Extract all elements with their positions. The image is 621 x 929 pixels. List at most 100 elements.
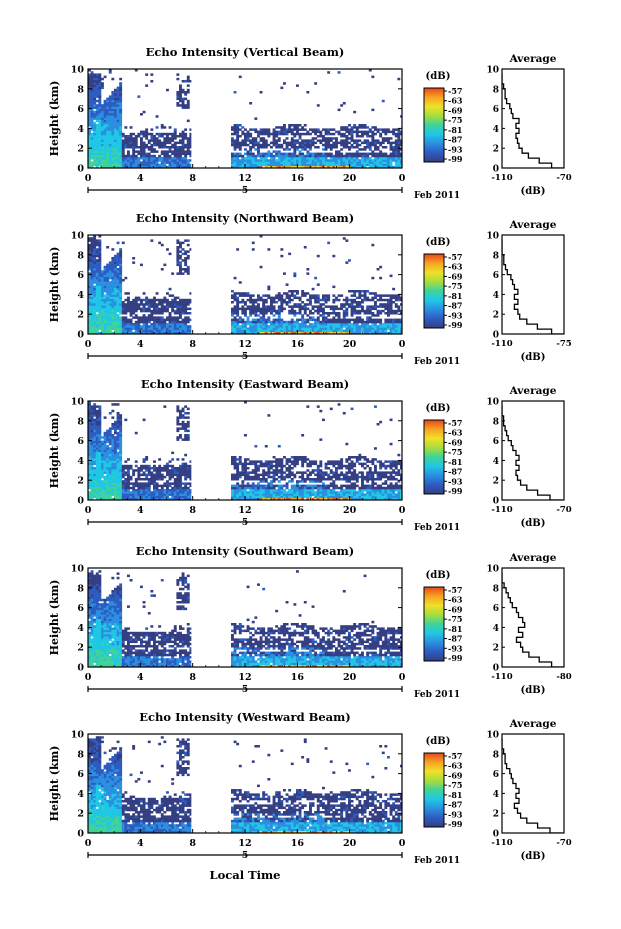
avg-y-tick-label: 0 xyxy=(493,830,499,840)
colorbar-tick-label: -57 xyxy=(448,418,462,428)
colorbar-tick-label: -69 xyxy=(448,770,463,780)
colorbar-tick-label: -75 xyxy=(448,115,462,125)
y-tick-label: 6 xyxy=(77,270,84,281)
y-tick-label: 10 xyxy=(71,564,85,575)
y-axis-label: Height (km) xyxy=(48,580,61,656)
colorbar-tick-label: -75 xyxy=(448,614,462,624)
avg-y-tick-label: 4 xyxy=(493,790,499,800)
x-tick-label: 0 xyxy=(85,173,92,184)
x-tick-label: 0 xyxy=(399,505,406,516)
average-title: Average xyxy=(509,552,557,564)
data-gap xyxy=(191,734,231,833)
avg-y-tick-label: 2 xyxy=(493,311,499,321)
colorbar-tick-label: -99 xyxy=(448,320,463,330)
y-tick-label: 2 xyxy=(77,310,84,321)
y-tick-label: 0 xyxy=(77,829,84,840)
colorbar xyxy=(423,253,445,329)
colorbar-tick-label: -75 xyxy=(448,780,462,790)
colorbar-tick-label: -57 xyxy=(448,585,462,595)
average-xlabel: (dB) xyxy=(521,685,546,696)
data-gap xyxy=(191,401,231,500)
panel-1: Echo Intensity (Vertical Beam) 0 2 4 6 8 10 Hei… xyxy=(48,45,572,201)
colorbar-tick-label: -63 xyxy=(448,96,463,106)
heatmap-area xyxy=(88,401,402,500)
colorbar-tick-label: -63 xyxy=(448,428,463,438)
x-tick-label: 20 xyxy=(343,339,357,350)
y-tick-label: 0 xyxy=(77,496,84,507)
date-label: Feb 2011 xyxy=(414,191,460,201)
avg-x-tick-label: -70 xyxy=(556,173,571,183)
x-tick-label: 0 xyxy=(85,339,92,350)
avg-y-tick-label: 6 xyxy=(493,770,499,780)
x-tick-label: 8 xyxy=(189,672,196,683)
x-tick-label: 20 xyxy=(343,505,357,516)
colorbar-tick-label: -57 xyxy=(448,252,462,262)
x-axis-label: Local Time xyxy=(210,868,281,882)
colorbar xyxy=(423,752,445,828)
avg-y-tick-label: 2 xyxy=(493,145,499,155)
x-tick-label: 20 xyxy=(343,672,357,683)
avg-y-tick-label: 6 xyxy=(493,437,499,447)
colorbar-label: (dB) xyxy=(426,403,451,414)
x-tick-label: 0 xyxy=(399,672,406,683)
x-tick-label: 20 xyxy=(343,173,357,184)
y-tick-label: 6 xyxy=(77,603,84,614)
average-xlabel: (dB) xyxy=(521,352,546,363)
y-tick-label: 10 xyxy=(71,730,85,741)
date-label: Feb 2011 xyxy=(414,357,460,367)
panel-title: Echo Intensity (Southward Beam) xyxy=(136,544,354,558)
avg-y-tick-label: 4 xyxy=(493,624,499,634)
y-tick-label: 4 xyxy=(77,789,84,800)
avg-y-tick-label: 8 xyxy=(493,750,499,760)
y-tick-label: 4 xyxy=(77,456,84,467)
x-tick-label: 12 xyxy=(238,838,251,849)
y-tick-label: 10 xyxy=(71,231,85,242)
colorbar-tick-label: -93 xyxy=(448,144,463,154)
avg-y-tick-label: 4 xyxy=(493,457,499,467)
average-title: Average xyxy=(509,219,557,231)
y-tick-label: 10 xyxy=(71,397,85,408)
colorbar-tick-label: -63 xyxy=(448,262,463,272)
x-tick-label: 16 xyxy=(291,672,305,683)
heatmap-area xyxy=(88,568,402,667)
average-frame xyxy=(501,68,565,169)
avg-y-tick-label: 4 xyxy=(493,291,499,301)
panel-3: Echo Intensity (Eastward Beam) 0 2 4 6 8 10 Hei… xyxy=(48,377,572,533)
colorbar-label: (dB) xyxy=(426,570,451,581)
colorbar-tick-label: -93 xyxy=(448,643,463,653)
panel-4: Echo Intensity (Southward Beam) 0 2 4 6 8 10 He… xyxy=(48,544,572,700)
avg-x-tick-label: -80 xyxy=(556,672,571,682)
date-day: 5 xyxy=(242,518,248,528)
average-frame xyxy=(501,567,565,668)
colorbar-tick-label: -75 xyxy=(448,447,462,457)
colorbar-tick-label: -57 xyxy=(448,751,462,761)
panel-title: Echo Intensity (Eastward Beam) xyxy=(141,377,349,391)
avg-x-tick-label: -70 xyxy=(556,838,571,848)
heatmap-area xyxy=(88,235,402,334)
x-tick-label: 12 xyxy=(238,505,251,516)
average-profile-line xyxy=(502,73,564,168)
heatmap-area xyxy=(88,734,402,833)
x-tick-label: 0 xyxy=(85,672,92,683)
average-frame xyxy=(501,234,565,335)
colorbar xyxy=(423,586,445,662)
average-frame xyxy=(501,733,565,834)
x-tick-label: 0 xyxy=(85,505,92,516)
y-tick-label: 8 xyxy=(77,84,84,95)
average-profile-line xyxy=(502,572,564,667)
data-gap xyxy=(191,69,231,168)
y-tick-label: 8 xyxy=(77,250,84,261)
heatmap-area xyxy=(88,69,402,168)
colorbar-tick-label: -69 xyxy=(448,271,463,281)
avg-y-tick-label: 4 xyxy=(493,125,499,135)
avg-y-tick-label: 8 xyxy=(493,85,499,95)
avg-x-tick-label: -75 xyxy=(556,339,571,349)
x-tick-label: 12 xyxy=(238,173,251,184)
average-profile-line xyxy=(502,405,563,500)
date-day: 5 xyxy=(242,685,248,695)
colorbar-tick-label: -93 xyxy=(448,809,463,819)
x-tick-label: 8 xyxy=(189,505,196,516)
avg-y-tick-label: 8 xyxy=(493,584,499,594)
y-tick-label: 8 xyxy=(77,749,84,760)
x-tick-label: 16 xyxy=(291,339,305,350)
